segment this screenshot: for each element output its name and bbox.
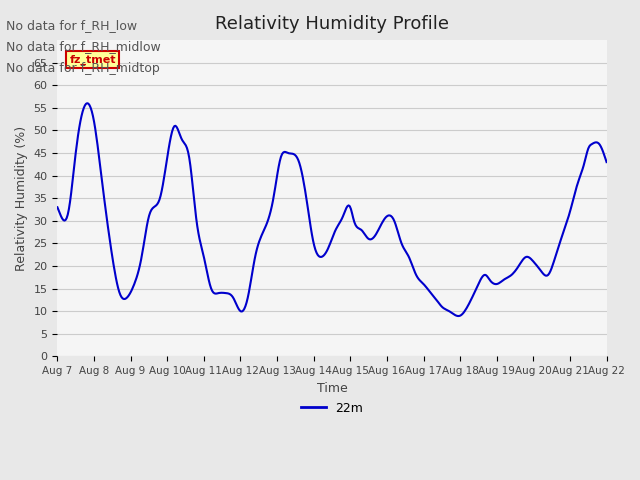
Text: fz_tmet: fz_tmet xyxy=(70,55,116,65)
Text: No data for f_RH_low: No data for f_RH_low xyxy=(6,19,138,32)
Title: Relativity Humidity Profile: Relativity Humidity Profile xyxy=(215,15,449,33)
Legend: 22m: 22m xyxy=(296,396,369,420)
Text: No data for f_RH_midtop: No data for f_RH_midtop xyxy=(6,62,160,75)
Y-axis label: Relativity Humidity (%): Relativity Humidity (%) xyxy=(15,126,28,271)
X-axis label: Time: Time xyxy=(317,382,348,395)
Text: No data for f_RH_midlow: No data for f_RH_midlow xyxy=(6,40,161,53)
